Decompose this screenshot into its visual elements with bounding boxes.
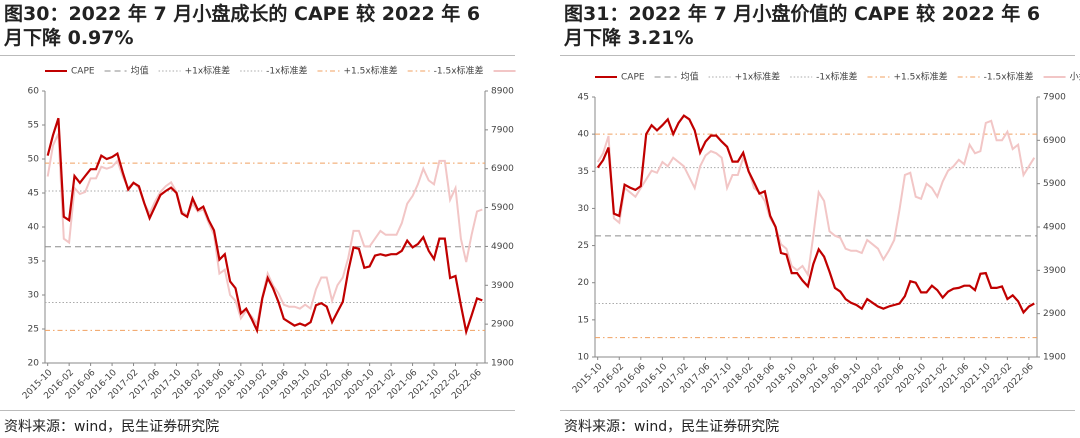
- y-tick-label: 35: [28, 257, 39, 267]
- y2-tick-label: 1900: [491, 359, 514, 369]
- legend-label: -1x标准差: [266, 65, 307, 77]
- legend-label: 小盘价值（右）: [1070, 71, 1080, 83]
- y2-tick-label: 7900: [491, 125, 514, 135]
- legend-label: 均值: [131, 65, 149, 77]
- legend-label: -1x标准差: [816, 71, 857, 83]
- y-tick-label: 25: [578, 241, 589, 251]
- chart: 10 15 20 25 30 35 40 45 1900 2900 3900 4900 5900 6900…: [571, 71, 1080, 396]
- y2-tick-label: 4900: [1043, 223, 1066, 233]
- legend-label: 均值: [681, 71, 699, 83]
- legend-label: +1.5x标准差: [343, 65, 397, 77]
- legend-label: CAPE: [71, 67, 95, 77]
- chart: 20 25 30 35 40 45 50 55 60 1900 2900 3900 4900 5900 69…: [21, 65, 520, 402]
- separator: [0, 410, 515, 411]
- chart-panel: 图31：2022 年 7 月小盘价值的 CAPE 较 2022 年 6 月下降 …: [560, 0, 1080, 438]
- legend-label: -1.5x标准差: [984, 71, 1034, 83]
- y-tick-label: 60: [28, 87, 40, 97]
- y2-tick-label: 1900: [1043, 353, 1066, 363]
- series-line: [46, 133, 483, 327]
- y-tick-label: 40: [28, 223, 40, 233]
- y2-tick-label: 7900: [1043, 93, 1066, 103]
- chart-title: 图31：2022 年 7 月小盘价值的 CAPE 较 2022 年 6 月下降 …: [564, 3, 1041, 49]
- series-line: [46, 117, 483, 336]
- y-tick-label: 55: [28, 121, 39, 131]
- y-tick-label: 30: [578, 204, 590, 214]
- y2-tick-label: 5900: [1043, 179, 1066, 189]
- y-tick-label: 45: [578, 93, 589, 103]
- separator: [560, 410, 1075, 411]
- y-tick-label: 40: [578, 130, 590, 140]
- legend-label: CAPE: [621, 73, 645, 83]
- chart-title: 图30：2022 年 7 月小盘成长的 CAPE 较 2022 年 6 月下降 …: [4, 3, 481, 49]
- y2-tick-label: 4900: [491, 242, 514, 252]
- y-tick-label: 35: [578, 167, 589, 177]
- y2-tick-label: 8900: [491, 87, 514, 97]
- y-tick-label: 15: [578, 315, 589, 325]
- source-note: 资料来源：wind，民生证券研究院: [4, 419, 220, 435]
- series-line: [596, 114, 1035, 315]
- y2-tick-label: 3900: [491, 281, 514, 291]
- y-tick-label: 10: [578, 353, 590, 363]
- y2-tick-label: 3900: [1043, 266, 1066, 276]
- y-tick-label: 30: [28, 291, 40, 301]
- source-note: 资料来源：wind，民生证券研究院: [564, 419, 780, 435]
- y2-tick-label: 6900: [1043, 136, 1066, 146]
- legend-label: +1.5x标准差: [893, 71, 947, 83]
- legend-label: +1x标准差: [185, 65, 231, 77]
- y-tick-label: 20: [28, 359, 40, 369]
- legend-label: +1x标准差: [735, 71, 781, 83]
- y-tick-label: 25: [28, 325, 39, 335]
- chart-panel: 图30：2022 年 7 月小盘成长的 CAPE 较 2022 年 6 月下降 …: [0, 0, 520, 438]
- series-line: [596, 119, 1036, 278]
- y-tick-label: 45: [28, 189, 39, 199]
- y-tick-label: 50: [28, 155, 40, 165]
- y2-tick-label: 2900: [491, 320, 514, 330]
- y-tick-label: 20: [578, 278, 590, 288]
- y2-tick-label: 6900: [491, 164, 514, 174]
- separator: [0, 55, 515, 56]
- legend-label: -1.5x标准差: [434, 65, 484, 77]
- y2-tick-label: 2900: [1043, 309, 1066, 319]
- y2-tick-label: 5900: [491, 203, 514, 213]
- separator: [560, 55, 1075, 56]
